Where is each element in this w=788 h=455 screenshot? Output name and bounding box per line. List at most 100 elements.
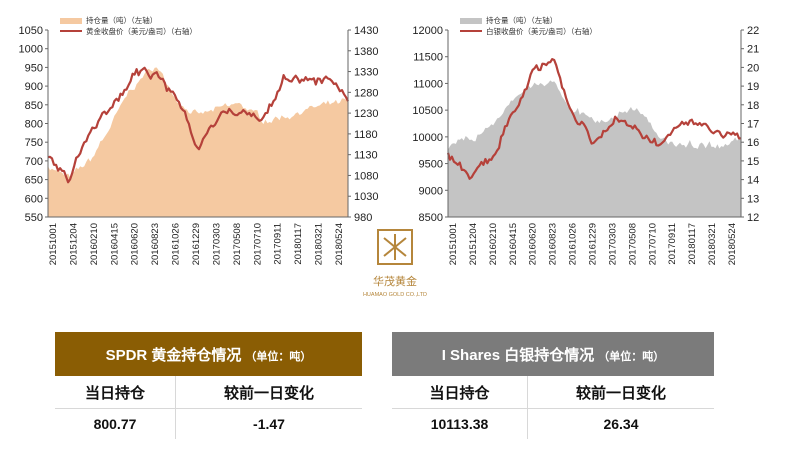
silver-left-tick-label: 11500: [413, 52, 443, 64]
gold-date-label: 20151204: [68, 223, 79, 265]
dual-chart-canvas: 1050 1000 950 900 850 800 750 700 650 600 550 1430 1…: [19, 15, 760, 298]
silver-left-tick-label: 9000: [419, 185, 443, 197]
gold-date-label: 20160823: [150, 223, 161, 265]
silver-left-tick-label: 10500: [412, 105, 443, 117]
gold-right-tick-label: 1080: [354, 170, 378, 182]
gold-left-tick-label: 650: [25, 175, 43, 187]
gold-date-label: 20160210: [89, 223, 100, 265]
gold-right-tick-label: 1330: [354, 67, 378, 79]
silver-date-label: 20160620: [528, 223, 539, 265]
gold-date-label: 20180524: [334, 223, 345, 265]
silver-date-label: 20170303: [607, 223, 618, 265]
gold-date-label: 20170303: [211, 223, 222, 265]
silver-date-label: 20180321: [707, 223, 718, 265]
ishares-col-change-label: 较前一日变化: [527, 376, 714, 409]
logo-mark-icon: [377, 229, 413, 265]
silver-date-label: 20151001: [448, 223, 459, 265]
gold-date-label: 20160620: [130, 223, 141, 265]
gold-left-tick-label: 600: [25, 193, 43, 205]
silver-date-label: 20180117: [687, 223, 698, 265]
silver-right-tick-label: 22: [747, 25, 759, 37]
gold-right-tick-label: 1430: [354, 25, 378, 37]
ishares-table-title: I Shares 白银持仓情况: [441, 346, 595, 364]
silver-right-tick-label: 21: [747, 44, 759, 56]
gold-left-tick-label: 950: [25, 62, 43, 74]
spdr-current-value: 800.77: [55, 408, 176, 439]
silver-date-label: 20170911: [667, 223, 678, 265]
silver-date-label: 20161229: [588, 223, 599, 265]
silver-right-tick-label: 19: [747, 81, 759, 93]
silver-date-label: 20160415: [508, 223, 519, 265]
silver-price-line: [446, 58, 741, 180]
spdr-col-change-label: 较前一日变化: [175, 376, 362, 409]
gold-right-tick-label: 980: [354, 212, 372, 224]
gold-left-tick-label: 700: [25, 156, 43, 168]
silver-right-tick-label: 14: [747, 175, 759, 187]
gold-left-tick-label: 1050: [19, 25, 43, 37]
silver-right-tick-label: 20: [747, 62, 759, 74]
ishares-col-current-label: 当日持仓: [392, 376, 528, 409]
gold-date-label: 20170911: [273, 223, 284, 265]
gold-right-tick-label: 1380: [354, 46, 378, 58]
gold-right-tick-label: 1280: [354, 87, 378, 99]
spdr-col-current-label: 当日持仓: [55, 376, 176, 409]
silver-right-tick-label: 13: [747, 193, 759, 205]
gold-left-tick-label: 550: [25, 212, 43, 224]
silver-left-tick-label: 11000: [413, 78, 443, 90]
silver-date-label: 20160823: [548, 223, 559, 265]
silver-right-tick-label: 16: [747, 137, 759, 149]
spdr-holdings-table: SPDR 黄金持仓情况 （单位：吨） 当日持仓 较前一日变化 800.77 -1.…: [55, 332, 362, 439]
ishares-current-value: 10113.38: [392, 408, 528, 439]
gold-date-label: 20161026: [171, 223, 182, 265]
gold-date-label: 20170508: [232, 223, 243, 265]
ishares-holdings-table: I Shares 白银持仓情况 （单位：吨） 当日持仓 较前一日变化 10113.…: [392, 332, 714, 439]
silver-left-tick-label: 12000: [412, 25, 443, 37]
silver-holdings-area: [448, 80, 741, 218]
gold-right-tick-label: 1130: [354, 150, 378, 162]
spdr-change-value: -1.47: [253, 416, 285, 432]
silver-legend-area-swatch: [460, 18, 482, 24]
spdr-table-unit: （单位：吨）: [245, 350, 312, 363]
silver-date-label: 20160210: [488, 223, 499, 265]
gold-right-tick-label: 1030: [354, 191, 378, 203]
gold-holdings-area: [48, 67, 348, 217]
gold-left-tick-label: 750: [25, 137, 43, 149]
spdr-table-header: SPDR 黄金持仓情况 （单位：吨）: [55, 332, 362, 376]
silver-legend-line-label: 白银收盘价（美元/盎司）（右轴）: [486, 26, 597, 36]
gold-left-tick-label: 800: [25, 119, 43, 131]
silver-right-tick-label: 18: [747, 100, 759, 112]
silver-date-label: 20170710: [647, 223, 658, 265]
ishares-table-unit: （单位：吨）: [598, 350, 665, 363]
silver-left-tick-label: 9500: [419, 159, 443, 171]
gold-right-tick-label: 1230: [354, 108, 378, 120]
gold-legend-line-label: 黄金收盘价（美元/盎司）（右轴）: [86, 26, 197, 36]
gold-left-tick-label: 900: [25, 81, 43, 93]
gold-legend-area-label: 持仓量（吨）（左轴）: [86, 15, 157, 25]
silver-date-label: 20151204: [468, 223, 479, 265]
gold-date-label: 20170710: [252, 223, 263, 265]
silver-date-label: 20161026: [568, 223, 579, 265]
gold-date-label: 20180117: [293, 223, 304, 265]
silver-left-tick-label: 8500: [419, 212, 443, 224]
silver-right-tick-label: 12: [747, 212, 759, 224]
gold-date-label: 20160415: [109, 223, 120, 265]
logo-name: 华茂黄金: [373, 274, 417, 288]
silver-right-tick-label: 15: [747, 156, 759, 168]
silver-legend-area-label: 持仓量（吨）（左轴）: [486, 15, 557, 25]
ishares-table-header: I Shares 白银持仓情况 （单位：吨）: [392, 332, 714, 376]
gold-legend-area-swatch: [60, 18, 82, 24]
gold-left-tick-label: 850: [25, 100, 43, 112]
gold-left-tick-label: 1000: [19, 44, 43, 56]
silver-date-label: 20180524: [727, 223, 738, 265]
gold-right-tick-label: 1180: [354, 129, 378, 141]
logo-subtitle: HUAMAO GOLD CO.,LTD: [363, 292, 427, 298]
gold-price-line: [47, 66, 349, 184]
silver-left-tick-label: 10000: [412, 132, 443, 144]
gold-date-label: 20180321: [314, 223, 325, 265]
gold-date-label: 20151001: [48, 223, 59, 265]
gold-date-label: 20161229: [191, 223, 202, 265]
spdr-table-title: SPDR 黄金持仓情况: [105, 346, 242, 364]
ishares-change-value: 26.34: [603, 416, 639, 432]
silver-date-label: 20170508: [627, 223, 638, 265]
